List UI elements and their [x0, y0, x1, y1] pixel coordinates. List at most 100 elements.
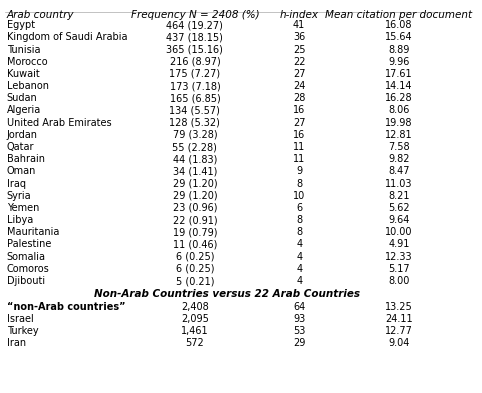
Text: Yemen: Yemen — [7, 203, 39, 213]
Text: 7.58: 7.58 — [388, 142, 410, 152]
Text: Sudan: Sudan — [7, 93, 38, 103]
Text: 14.14: 14.14 — [385, 81, 413, 91]
Text: Iraq: Iraq — [7, 178, 26, 189]
Text: 12.77: 12.77 — [385, 326, 413, 336]
Text: 9.64: 9.64 — [388, 215, 410, 225]
Text: 128 (5.32): 128 (5.32) — [170, 118, 220, 128]
Text: Lebanon: Lebanon — [7, 81, 49, 91]
Text: 572: 572 — [186, 338, 204, 348]
Text: 8: 8 — [296, 227, 302, 237]
Text: Turkey: Turkey — [7, 326, 39, 336]
Text: 13.25: 13.25 — [385, 301, 413, 312]
Text: 12.81: 12.81 — [385, 130, 413, 140]
Text: Bahrain: Bahrain — [7, 154, 45, 164]
Text: Syria: Syria — [7, 191, 31, 201]
Text: 6 (0.25): 6 (0.25) — [175, 264, 214, 274]
Text: Jordan: Jordan — [7, 130, 38, 140]
Text: 4: 4 — [296, 239, 302, 250]
Text: Iran: Iran — [7, 338, 26, 348]
Text: 365 (15.16): 365 (15.16) — [166, 44, 223, 55]
Text: 8.00: 8.00 — [388, 276, 410, 286]
Text: 9: 9 — [296, 166, 302, 176]
Text: 5.17: 5.17 — [388, 264, 410, 274]
Text: 4: 4 — [296, 264, 302, 274]
Text: 9.96: 9.96 — [388, 57, 410, 67]
Text: Frequency N = 2408 (%): Frequency N = 2408 (%) — [131, 10, 259, 20]
Text: 15.64: 15.64 — [385, 32, 413, 42]
Text: 10: 10 — [293, 191, 305, 201]
Text: 12.33: 12.33 — [385, 252, 413, 262]
Text: 8.89: 8.89 — [388, 44, 410, 55]
Text: 44 (1.83): 44 (1.83) — [173, 154, 217, 164]
Text: 175 (7.27): 175 (7.27) — [169, 69, 220, 79]
Text: 2,408: 2,408 — [181, 301, 209, 312]
Text: Israel: Israel — [7, 314, 34, 324]
Text: Non-Arab Countries versus 22 Arab Countries: Non-Arab Countries versus 22 Arab Countr… — [94, 289, 360, 299]
Text: 28: 28 — [293, 93, 305, 103]
Text: 29: 29 — [293, 338, 305, 348]
Text: 9.82: 9.82 — [388, 154, 410, 164]
Text: 53: 53 — [293, 326, 305, 336]
Text: 11 (0.46): 11 (0.46) — [173, 239, 217, 250]
Text: 8.47: 8.47 — [388, 166, 410, 176]
Text: 25: 25 — [293, 44, 306, 55]
Text: Kingdom of Saudi Arabia: Kingdom of Saudi Arabia — [7, 32, 127, 42]
Text: 2,095: 2,095 — [181, 314, 209, 324]
Text: 6 (0.25): 6 (0.25) — [175, 252, 214, 262]
Text: Libya: Libya — [7, 215, 33, 225]
Text: 437 (18.15): 437 (18.15) — [166, 32, 223, 42]
Text: 22: 22 — [293, 57, 306, 67]
Text: 29 (1.20): 29 (1.20) — [173, 191, 217, 201]
Text: h-index: h-index — [280, 10, 319, 20]
Text: Egypt: Egypt — [7, 20, 35, 30]
Text: 36: 36 — [293, 32, 305, 42]
Text: Djibouti: Djibouti — [7, 276, 45, 286]
Text: Arab country: Arab country — [7, 10, 74, 20]
Text: 22 (0.91): 22 (0.91) — [173, 215, 217, 225]
Text: Comoros: Comoros — [7, 264, 50, 274]
Text: 79 (3.28): 79 (3.28) — [173, 130, 217, 140]
Text: 29 (1.20): 29 (1.20) — [173, 178, 217, 189]
Text: 16: 16 — [293, 130, 305, 140]
Text: 93: 93 — [293, 314, 305, 324]
Text: 464 (19.27): 464 (19.27) — [166, 20, 223, 30]
Text: 165 (6.85): 165 (6.85) — [170, 93, 220, 103]
Text: Somalia: Somalia — [7, 252, 46, 262]
Text: 27: 27 — [293, 118, 306, 128]
Text: 11: 11 — [293, 154, 305, 164]
Text: Tunisia: Tunisia — [7, 44, 40, 55]
Text: Qatar: Qatar — [7, 142, 34, 152]
Text: 24: 24 — [293, 81, 305, 91]
Text: 16.08: 16.08 — [385, 20, 413, 30]
Text: Algeria: Algeria — [7, 105, 41, 116]
Text: 23 (0.96): 23 (0.96) — [173, 203, 217, 213]
Text: 19 (0.79): 19 (0.79) — [173, 227, 217, 237]
Text: Mauritania: Mauritania — [7, 227, 59, 237]
Text: 134 (5.57): 134 (5.57) — [170, 105, 220, 116]
Text: 4: 4 — [296, 276, 302, 286]
Text: 55 (2.28): 55 (2.28) — [173, 142, 217, 152]
Text: 27: 27 — [293, 69, 306, 79]
Text: 8: 8 — [296, 215, 302, 225]
Text: Morocco: Morocco — [7, 57, 47, 67]
Text: 10.00: 10.00 — [385, 227, 413, 237]
Text: Palestine: Palestine — [7, 239, 51, 250]
Text: 8.21: 8.21 — [388, 191, 410, 201]
Text: 64: 64 — [293, 301, 305, 312]
Text: 41: 41 — [293, 20, 305, 30]
Text: 24.11: 24.11 — [385, 314, 413, 324]
Text: Oman: Oman — [7, 166, 36, 176]
Text: 11: 11 — [293, 142, 305, 152]
Text: 4: 4 — [296, 252, 302, 262]
Text: 17.61: 17.61 — [385, 69, 413, 79]
Text: Mean citation per document: Mean citation per document — [325, 10, 472, 20]
Text: 19.98: 19.98 — [385, 118, 413, 128]
Text: 5.62: 5.62 — [388, 203, 410, 213]
Text: 1,461: 1,461 — [181, 326, 209, 336]
Text: 16: 16 — [293, 105, 305, 116]
Text: 8.06: 8.06 — [388, 105, 410, 116]
Text: 5 (0.21): 5 (0.21) — [175, 276, 214, 286]
Text: Kuwait: Kuwait — [7, 69, 40, 79]
Text: 9.04: 9.04 — [388, 338, 410, 348]
Text: “non-Arab countries”: “non-Arab countries” — [7, 301, 125, 312]
